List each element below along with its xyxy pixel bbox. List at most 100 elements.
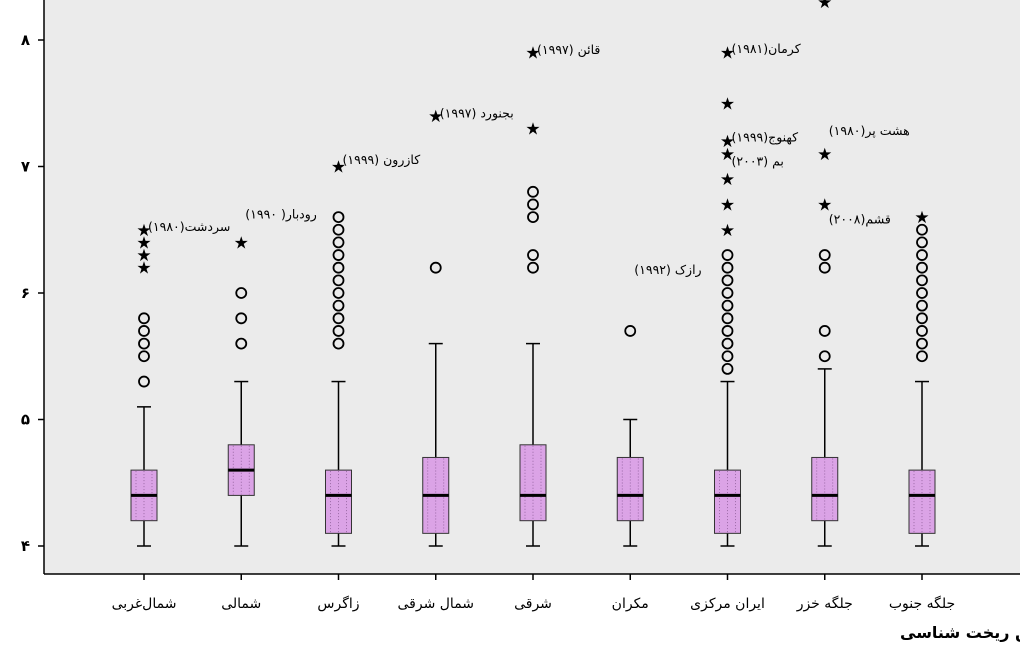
extreme-point: ★ [720,94,735,114]
outlier-point [818,249,831,261]
outlier-point [721,337,734,350]
outlier-point [332,337,345,350]
outlier-annotation: سردشت(۱۹۸۰) [148,219,230,235]
outlier-point [721,274,734,287]
x-tick-label: ایران مرکزی [690,596,765,612]
outlier-point [916,337,928,350]
extreme-point: ★ [525,120,540,140]
extreme-point: ★ [720,170,735,190]
outlier-point [138,325,150,337]
extreme-point: ★ [136,259,151,279]
outlier-point [429,261,442,274]
outlier-point [527,211,539,224]
y-tick-label: ۶ [21,284,30,302]
extreme-point: ★ [525,44,540,64]
extreme-point: ★ [331,158,346,178]
y-tick-label: ۸ [21,31,30,49]
extreme-point: ★ [720,221,735,241]
x-axis-title: واحد زمین ریخت شناسی [900,623,1020,642]
x-tick-label: زاگرس [317,595,359,612]
box-group: ★★★★★★★ [714,44,741,547]
extreme-point: ★ [914,208,929,228]
box-group: ★ ★ ★ [811,0,839,547]
outlier-point [916,312,928,325]
outlier-annotation: کهنوج(۱۹۹۹) [732,129,799,145]
outlier-annotation: رودبار( ۱۹۹۰) [245,207,317,223]
outlier-point [721,325,734,337]
extreme-point: ★ [720,195,735,215]
extreme-point: ★ [136,246,151,266]
outlier-point [818,261,831,274]
box-group: ★ [325,158,352,547]
extreme-point: ★ [428,107,443,127]
x-tick-label: شمال‌غربی [112,596,177,612]
outlier-point [721,287,734,299]
box-group: ★ [908,208,936,547]
extreme-point: ★ [720,132,735,152]
outlier-point [527,198,539,211]
outlier-point [138,375,150,388]
outlier-point [235,287,248,299]
box-group: ★ [227,233,255,547]
outlier-point [332,299,345,312]
outlier-annotation: کرمان(۱۹۸۱) [732,41,801,57]
outlier-point [624,325,637,337]
outlier-point [138,312,150,325]
outlier-point [916,299,928,312]
x-tick-label: شمال شرقی [397,596,474,612]
outlier-annotation: کازرون (۱۹۹۹) [343,152,421,168]
y-tick-label: ۵ [21,411,30,429]
outlier-annotation: قشم(۲۰۰۸) [829,212,891,228]
outlier-point [235,337,248,350]
outlier-point [332,249,345,261]
x-tick-label: جلگه خزر [796,595,853,612]
extreme-point: ★ [817,195,832,215]
extreme-point: ★ [136,233,151,253]
x-tick-label: مکران [612,596,649,612]
outlier-point [721,299,734,312]
box-marks: ★★★★★★★★★★★★★★★★★★★★ [130,0,936,547]
outlier-point [721,350,734,363]
outlier-annotation: بم (۲۰۰۳) [732,153,784,169]
outlier-point [527,249,539,261]
outlier-point [138,337,150,350]
extreme-point: ★ [720,145,735,165]
outlier-point [332,274,345,287]
y-tick-label: ۷ [21,158,30,176]
outlier-point [721,312,734,325]
outlier-point [138,350,150,363]
outlier-point [235,312,248,325]
outlier-point [916,236,928,249]
outlier-point [332,261,345,274]
outlier-point [721,261,734,274]
x-tick-label: شمالی [221,596,261,612]
outlier-point [332,325,345,337]
outlier-point [721,249,734,261]
outlier-point [916,287,928,299]
x-tick-label: شرقی [514,596,552,612]
outlier-point [721,362,734,375]
outlier-point [916,261,928,274]
outlier-point [527,185,539,198]
outlier-annotation: رازک (۱۹۹۲) [634,262,701,278]
outlier-annotation: بجنورد (۱۹۹۷) [440,105,514,121]
extreme-point: ★ [817,145,832,165]
x-tick-label: جلگه جنوب [889,595,955,612]
outlier-point [332,312,345,325]
annotations-layer: سردشت(۱۹۸۰) رودبار( ۱۹۹۰) کازرون (۱۹۹۹) بجن… [148,41,910,278]
outlier-annotation: قائن (۱۹۹۷) [537,42,600,58]
box-group: ★ [422,107,450,547]
box-group: ★★ [519,44,547,547]
outlier-point [818,350,831,363]
outlier-point [916,325,928,337]
outlier-point [527,261,539,274]
extreme-point: ★ [817,0,832,13]
outlier-point [916,223,928,236]
axes: ۴ ۵ ۶ ۷ ۸ شمال‌غربی شمالی زاگرس شمال شرقی شرقی مکر… [21,0,1020,612]
outlier-point [916,350,928,363]
outlier-point [818,325,831,337]
outlier-point [332,236,345,249]
outlier-annotation: هشت پر(۱۹۸۰) [829,123,910,139]
